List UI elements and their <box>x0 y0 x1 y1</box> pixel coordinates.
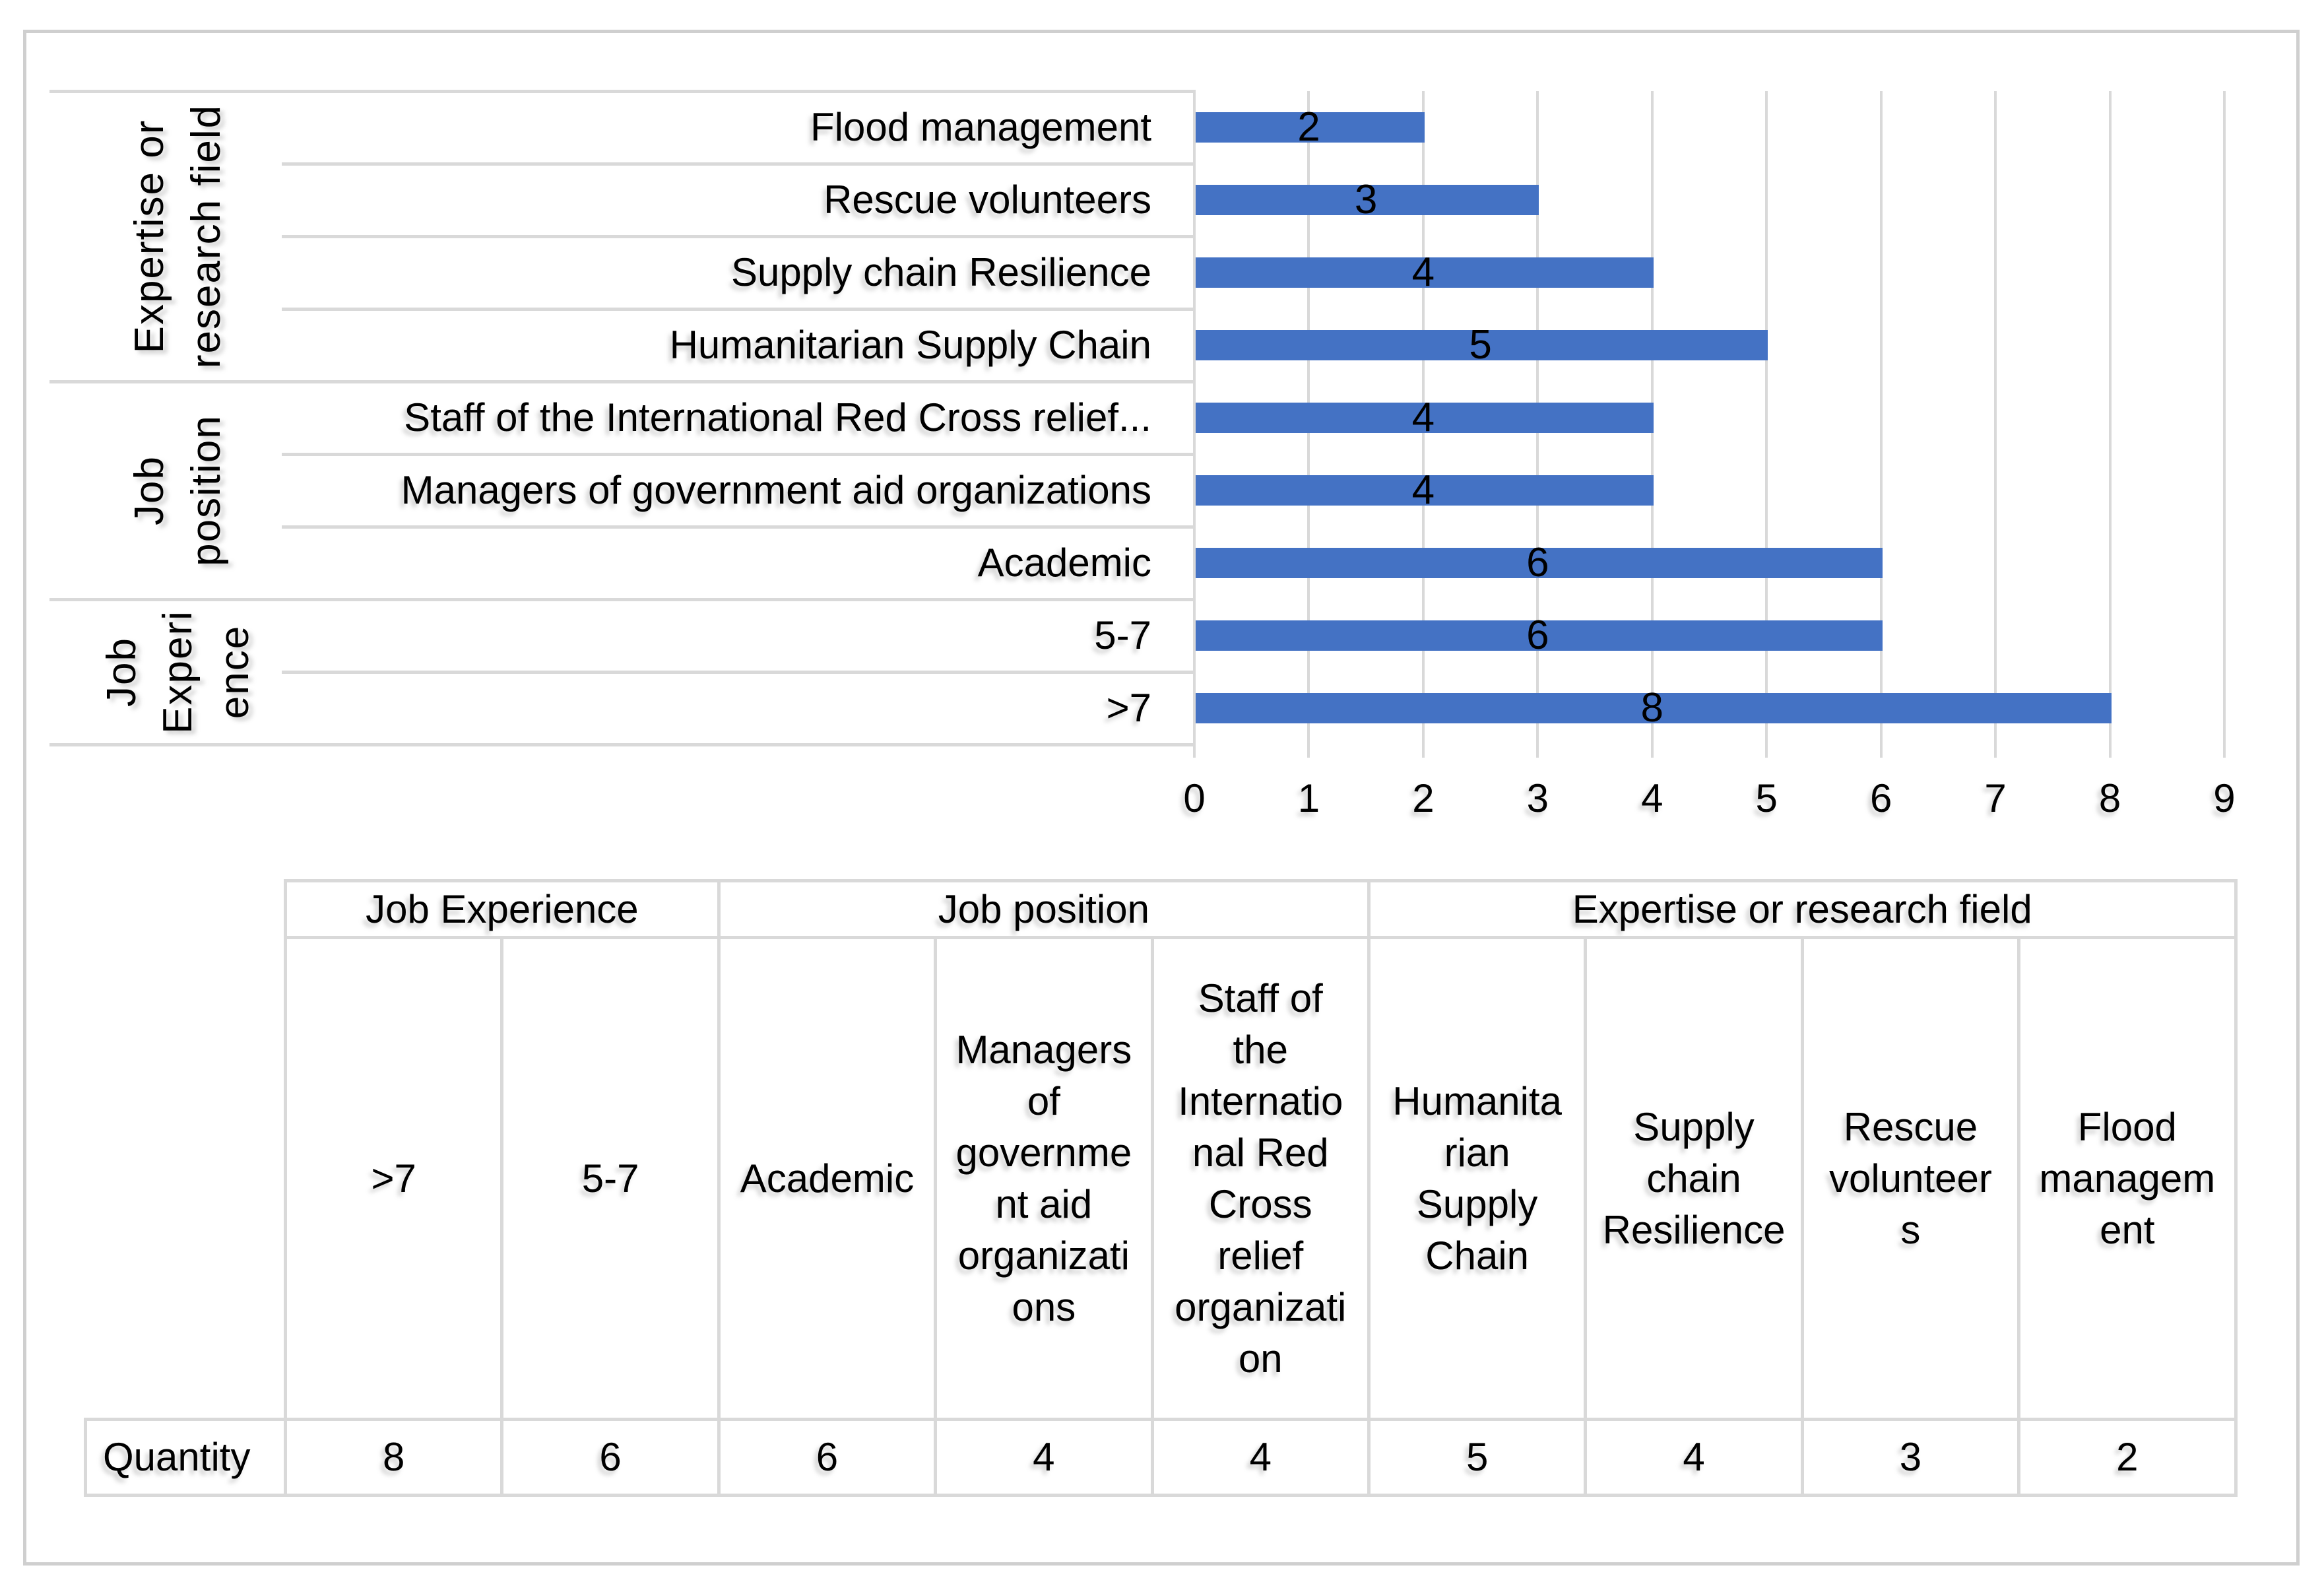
table-group-header: Job position <box>717 879 1371 939</box>
gridline <box>1879 91 1883 758</box>
x-axis-tick: 2 <box>1412 776 1435 820</box>
data-table: Job Experience Job position Expertise or r… <box>84 879 2238 1497</box>
category-separator-line <box>282 671 1196 674</box>
category-label: 5-7 <box>1094 613 1151 657</box>
bar <box>1196 403 1654 433</box>
table-category-cell: Managers of governme nt aid organizati o… <box>934 936 1154 1421</box>
category-label: Managers of government aid organizations <box>401 468 1151 512</box>
bar <box>1196 257 1654 288</box>
x-axis-tick: 3 <box>1526 776 1549 820</box>
x-axis-tick: 0 <box>1183 776 1206 820</box>
table-quantity-cell: 2 <box>2017 1418 2238 1497</box>
bar-value-label: 4 <box>1411 395 1435 440</box>
category-label: Humanitarian Supply Chain <box>669 323 1151 367</box>
group-separator-line <box>49 380 1196 383</box>
category-separator-line <box>282 453 1196 456</box>
x-axis-tick: 9 <box>2213 776 2236 820</box>
gridline <box>1193 91 1196 758</box>
category-label: Supply chain Resilience <box>730 250 1151 294</box>
category-separator-line <box>282 308 1196 311</box>
gridline <box>1994 91 1997 758</box>
group-separator-line <box>49 90 1196 93</box>
x-axis-tick: 6 <box>1869 776 1892 820</box>
bar-value-label: 8 <box>1640 685 1663 731</box>
table-category-cell: 5-7 <box>500 936 721 1421</box>
table-quantity-cell: 6 <box>500 1418 721 1497</box>
table-quantity-cell: 4 <box>1584 1418 1804 1497</box>
x-axis-tick: 7 <box>1984 776 2007 820</box>
table-quantity-cell: 6 <box>717 1418 938 1497</box>
category-separator-line <box>282 235 1196 238</box>
table-group-header: Job Experience <box>284 879 721 939</box>
table-quantity-cell: 4 <box>934 1418 1154 1497</box>
table-category-cell: >7 <box>283 936 504 1421</box>
quantity-row-header: Quantity <box>84 1418 287 1497</box>
category-label: Rescue volunteers <box>823 178 1151 222</box>
bar-value-label: 4 <box>1411 467 1435 513</box>
category-label: Flood management <box>810 105 1151 149</box>
bar <box>1196 475 1654 506</box>
gridline <box>2222 91 2226 758</box>
table-group-header: Expertise or research field <box>1367 879 2238 939</box>
table-quantity-cell: 8 <box>283 1418 504 1497</box>
table-corner-empty <box>86 938 286 1420</box>
bar <box>1196 620 1883 651</box>
table-group-header-row: Job Experience Job position Expertise or r… <box>86 879 2238 939</box>
table-category-cell: Staff of the Internatio nal Red Cross re… <box>1150 936 1371 1421</box>
group-separator-line <box>49 743 1196 746</box>
bar <box>1196 112 1425 143</box>
category-label: Academic <box>977 541 1151 585</box>
table-quantity-cell: 3 <box>1800 1418 2021 1497</box>
bar-value-label: 6 <box>1526 612 1549 658</box>
bar-value-label: 3 <box>1354 177 1378 222</box>
gridline <box>1765 91 1768 758</box>
bar <box>1196 185 1539 215</box>
bar-value-label: 4 <box>1411 249 1435 295</box>
table-category-row: >7 5-7 Academic Managers of governme nt aid… <box>86 936 2238 1421</box>
bar-value-label: 2 <box>1297 104 1320 150</box>
x-axis-tick: 5 <box>1755 776 1778 820</box>
table-category-cell: Academic <box>717 936 938 1421</box>
group-separator-line <box>49 598 1196 601</box>
table-category-cell: Supply chain Resilience <box>1584 936 1804 1421</box>
bar <box>1196 693 2112 723</box>
category-separator-line <box>282 525 1196 529</box>
gridline <box>2108 91 2112 758</box>
x-axis-tick: 8 <box>2098 776 2121 820</box>
bar <box>1196 330 1768 360</box>
bar <box>1196 548 1883 578</box>
bar-value-label: 6 <box>1526 540 1549 585</box>
table-corner-empty <box>86 881 286 938</box>
table-quantity-cell: 5 <box>1367 1418 1588 1497</box>
bar-value-label: 5 <box>1469 322 1492 368</box>
x-axis-tick: 1 <box>1297 776 1320 820</box>
x-axis-tick: 4 <box>1641 776 1663 820</box>
table-category-cell: Rescue volunteer s <box>1800 936 2021 1421</box>
category-label: Staff of the International Red Cross rel… <box>404 395 1151 440</box>
table-category-cell: Flood managem ent <box>2017 936 2238 1421</box>
table-category-cell: Humanita rian Supply Chain <box>1367 936 1588 1421</box>
category-label: >7 <box>1106 686 1151 730</box>
table-quantity-cell: 4 <box>1150 1418 1371 1497</box>
category-separator-line <box>282 162 1196 166</box>
